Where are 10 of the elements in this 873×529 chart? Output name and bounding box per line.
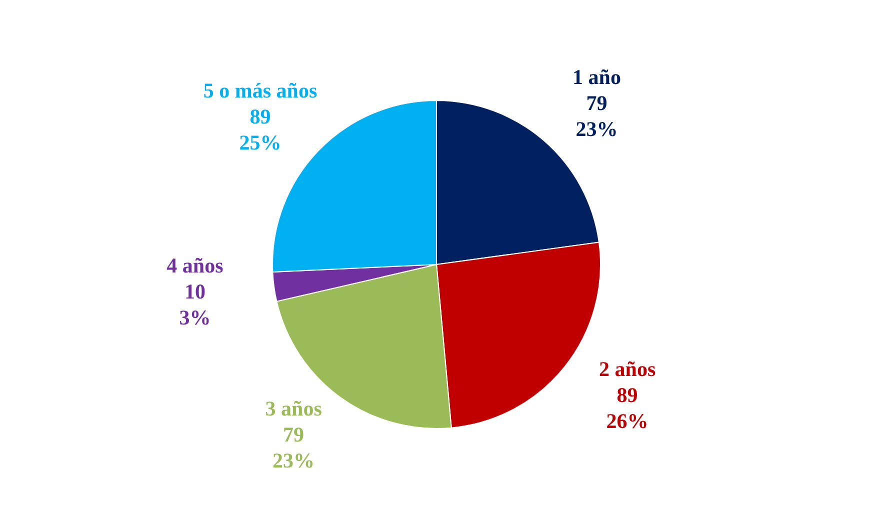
slice-label: 4 años [166,254,224,278]
data-label: 79 23% [272,422,315,473]
data-label: 89 25% [239,104,282,154]
slice-label: 2 años [599,356,656,381]
data-label: 89 26% [606,382,648,433]
data-label: 79 23% [576,91,618,142]
slice-label: 5 o más años [203,78,318,102]
data-label: 10 3% [179,280,211,330]
slice-label: 1 año [572,65,621,90]
slice-label: 3 años [265,396,322,421]
